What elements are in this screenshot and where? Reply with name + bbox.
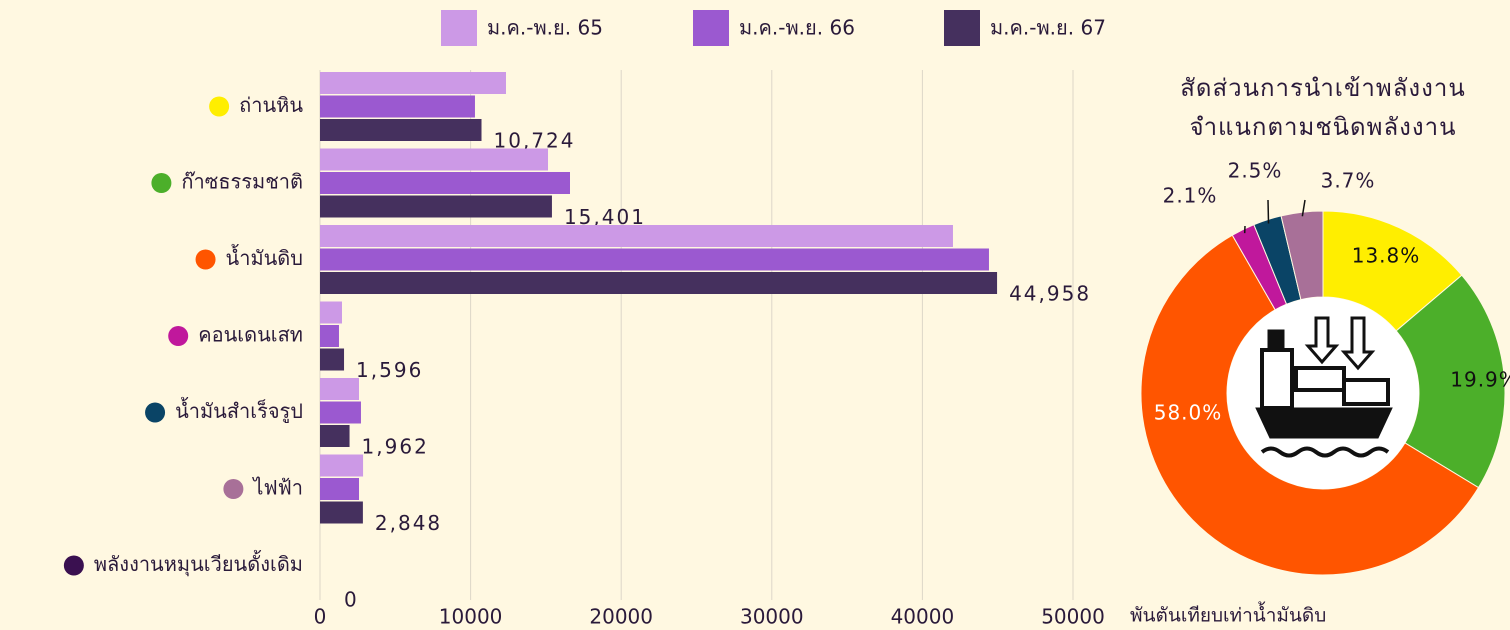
legend-label: ม.ค.-พ.ย. 67 [990,16,1106,40]
legend-label: ม.ค.-พ.ย. 66 [739,16,855,40]
donut-title: จำแนกตามชนิดพลังงาน [1190,113,1457,141]
slice-label: 2.5% [1228,159,1283,183]
x-tick-label: 40000 [891,605,955,629]
arrow [1340,316,1376,371]
x-tick-label: 0 [314,605,327,629]
ship-hull [1255,407,1393,439]
ship-cargo [1342,378,1390,406]
category-dot [223,479,244,499]
bar [320,95,475,118]
bar [320,454,364,477]
value-label: 0 [344,588,359,612]
category-dot [63,555,84,576]
x-tick-label: 50000 [1041,605,1105,629]
bar [320,325,339,347]
bar [320,478,360,500]
ship-funnel [1267,329,1285,351]
category-label: ไฟฟ้า [251,476,303,500]
ship-icon [1255,316,1393,458]
category-dot [151,173,172,193]
x-tick-label: 20000 [589,605,653,629]
legend-label: ม.ค.-พ.ย. 65 [487,16,603,40]
slice-label: 2.1% [1163,184,1218,208]
slice-label: 19.9% [1450,368,1510,392]
category-dot [145,402,166,423]
category-label: น้ำมันสำเร็จรูป [175,397,303,424]
bar [320,272,998,294]
value-label: 2,848 [375,511,442,535]
ship-bridge [1260,348,1294,410]
category-label: คอนเดนเสท [198,323,303,347]
bar [320,225,953,247]
bar [320,348,345,371]
slice-label: 13.8% [1352,243,1421,267]
legend-swatch [441,10,477,46]
arrow [1304,316,1340,365]
category-label: ก๊าซธรรมชาติ [181,170,303,194]
category-label: พลังงานหมุนเวียนดั้งเดิม [94,550,303,577]
category-dot [195,249,216,270]
bar [320,148,549,171]
donut-title: สัดส่วนการนำเข้าพลังงาน [1180,74,1465,102]
leader-line [1301,199,1306,217]
bar [320,119,482,141]
bar [320,72,506,94]
value-label: 44,958 [1009,282,1091,306]
slice-label: 3.7% [1321,169,1376,193]
category-dot [209,96,230,117]
waves [1260,446,1390,458]
category-label: น้ำมันดิบ [226,244,303,270]
bar [320,301,342,324]
bar [320,425,350,447]
bar [320,248,989,271]
bar [320,501,363,524]
legend-swatch [944,10,980,46]
value-label: 1,962 [362,435,429,459]
leader-line [1267,199,1270,224]
category-label: ถ่านหิน [239,93,303,117]
legend-swatch [693,10,729,46]
x-tick-label: 30000 [740,605,804,629]
x-axis-label: พันตันเทียบเท่าน้ำมันดิบ [1130,602,1326,627]
slice-label: 58.0% [1154,401,1223,425]
value-label: 1,596 [356,358,423,382]
bar [320,401,361,424]
x-tick-label: 10000 [439,605,503,629]
bar [320,378,360,400]
bar [320,195,552,218]
category-dot [168,326,189,346]
bar [320,172,570,194]
ship-cargo [1294,366,1346,392]
